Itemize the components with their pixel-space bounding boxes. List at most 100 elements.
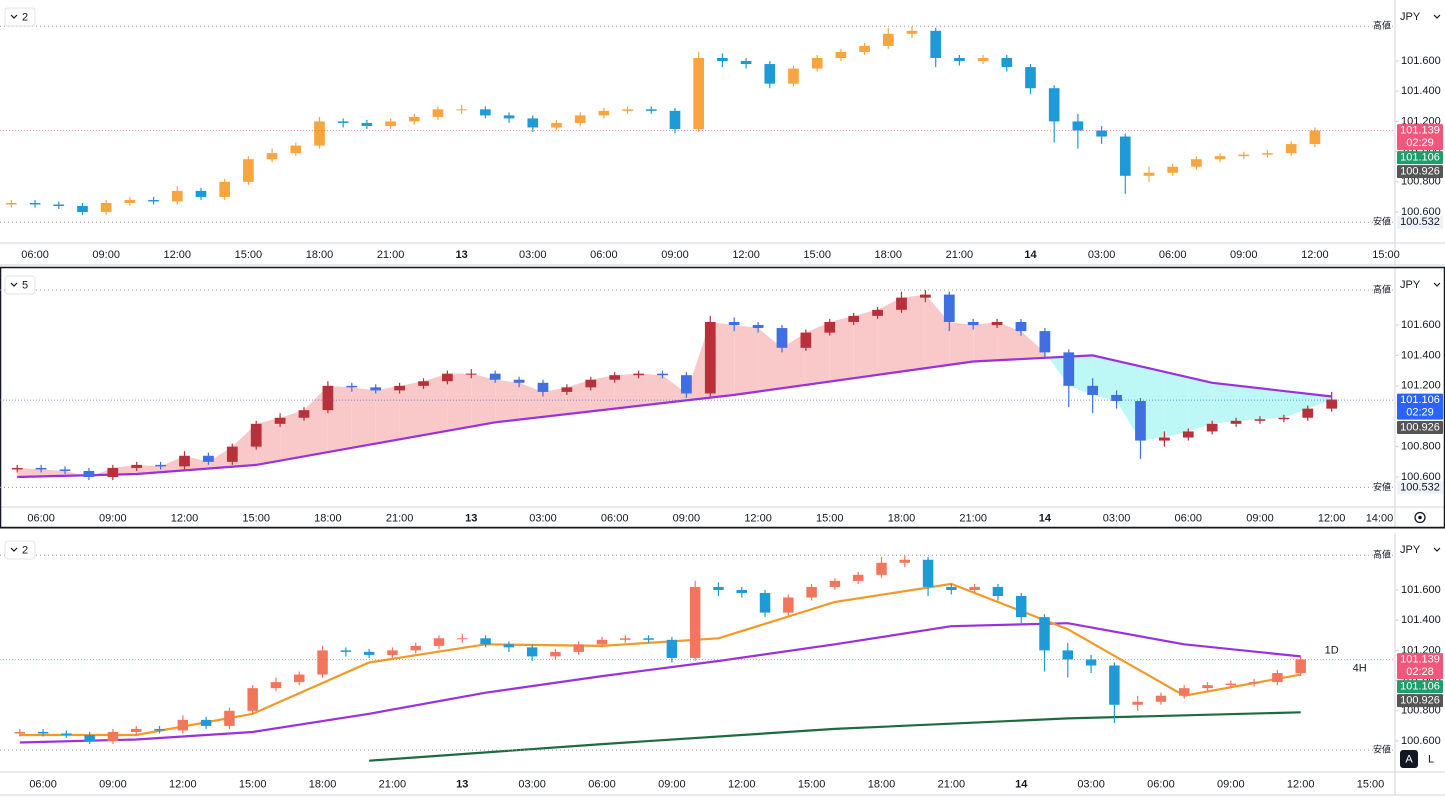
candle-body bbox=[442, 373, 453, 382]
candle-body bbox=[906, 30, 918, 34]
currency-button[interactable] bbox=[1397, 539, 1443, 561]
x-tick-label: 09:00 bbox=[1217, 778, 1245, 790]
x-tick-label: 09:00 bbox=[658, 778, 686, 790]
candle-body bbox=[1238, 154, 1250, 157]
moving-average-line bbox=[17, 354, 1332, 479]
candle-body bbox=[1302, 408, 1314, 418]
candle-body bbox=[598, 110, 610, 116]
candle-body bbox=[11, 467, 23, 470]
trend-fill bbox=[542, 387, 567, 417]
trend-fill bbox=[781, 332, 806, 389]
candle-body bbox=[1025, 67, 1036, 89]
candle-body bbox=[752, 325, 764, 329]
x-tick-label: 13 bbox=[465, 512, 477, 524]
candle-body bbox=[1278, 417, 1290, 420]
y-tick-label: 100.800 bbox=[1401, 705, 1441, 717]
trend-fill bbox=[805, 321, 830, 385]
candle-body bbox=[84, 734, 95, 742]
price-label-box bbox=[1397, 124, 1443, 151]
x-tick-label: 18:00 bbox=[309, 778, 337, 790]
candle-body bbox=[35, 467, 47, 470]
trend-fill bbox=[973, 321, 998, 362]
trend-fill bbox=[829, 315, 854, 382]
candle-body bbox=[6, 202, 17, 205]
candle-body bbox=[609, 375, 621, 380]
candle-body bbox=[179, 455, 190, 467]
candle-body bbox=[53, 204, 65, 206]
interval-button[interactable] bbox=[4, 7, 36, 27]
interval-button[interactable] bbox=[4, 540, 36, 560]
interval-button[interactable] bbox=[4, 275, 36, 295]
candle-body bbox=[226, 446, 238, 462]
candle-body bbox=[385, 121, 396, 126]
price-label-box bbox=[1397, 480, 1443, 494]
candle-body bbox=[1272, 673, 1283, 683]
chevron-icon bbox=[10, 282, 18, 287]
candle-body bbox=[1206, 423, 1218, 432]
y-tick-label: 100.600 bbox=[1401, 471, 1441, 483]
candle-body bbox=[1230, 420, 1242, 424]
x-tick-label: 12:00 bbox=[744, 512, 772, 524]
candle-body bbox=[203, 455, 214, 462]
trend-fill bbox=[1259, 388, 1284, 420]
price-label: 101.139 bbox=[1400, 654, 1440, 666]
candle-body bbox=[340, 650, 352, 652]
candle-body bbox=[776, 328, 788, 348]
reference-tag: 高値 bbox=[1373, 283, 1391, 294]
candle-body bbox=[806, 586, 817, 598]
candle-body bbox=[337, 121, 349, 123]
settings-icon[interactable] bbox=[1414, 511, 1426, 524]
price-label: 100.926 bbox=[1400, 695, 1440, 707]
x-tick-label: 06:00 bbox=[590, 249, 618, 261]
x-tick-label: 03:00 bbox=[518, 778, 546, 790]
x-tick-label: 09:00 bbox=[661, 249, 689, 261]
candle-body bbox=[1262, 153, 1273, 155]
candle-body bbox=[728, 321, 740, 326]
candle-body bbox=[977, 57, 989, 62]
candle-body bbox=[1072, 121, 1084, 131]
x-tick-label: 15:00 bbox=[1357, 778, 1385, 790]
candle-body bbox=[1062, 650, 1074, 660]
candle-body bbox=[946, 586, 957, 590]
x-tick-label: 18:00 bbox=[875, 249, 903, 261]
countdown-label: 02:28 bbox=[1406, 666, 1434, 678]
scale-button[interactable] bbox=[1422, 750, 1440, 768]
candle-body bbox=[177, 719, 189, 731]
candle-body bbox=[1015, 321, 1027, 332]
candle-body bbox=[882, 33, 894, 46]
currency-button[interactable] bbox=[1397, 6, 1443, 28]
candle-body bbox=[736, 589, 747, 593]
settings-icon-center bbox=[1418, 515, 1422, 520]
interval-label: 2 bbox=[22, 11, 28, 23]
x-tick-label: 15:00 bbox=[242, 512, 270, 524]
trend-fill bbox=[758, 328, 782, 392]
trend-fill bbox=[160, 455, 185, 473]
candle-body bbox=[1248, 682, 1260, 684]
trend-fill bbox=[1188, 377, 1213, 432]
price-label-box bbox=[1397, 653, 1443, 680]
currency-button[interactable] bbox=[1397, 274, 1443, 296]
x-tick-label: 21:00 bbox=[386, 512, 414, 524]
x-tick-label: 06:00 bbox=[1175, 512, 1203, 524]
candle-body bbox=[61, 733, 72, 735]
trend-fill bbox=[853, 309, 878, 379]
candle-body bbox=[29, 202, 41, 205]
x-tick-label: 15:00 bbox=[239, 778, 267, 790]
candle-body bbox=[1285, 144, 1297, 154]
candle-body bbox=[361, 122, 373, 126]
candle-body bbox=[387, 650, 398, 655]
candle-body bbox=[1111, 394, 1122, 402]
price-label: 101.139 bbox=[1400, 125, 1440, 137]
candle-body bbox=[250, 423, 262, 447]
scale-button[interactable] bbox=[1400, 750, 1418, 768]
trend-fill bbox=[399, 381, 424, 440]
candle-body bbox=[456, 109, 468, 111]
candle-body bbox=[835, 51, 847, 58]
x-tick-label: 09:00 bbox=[1246, 512, 1274, 524]
candle-body bbox=[764, 64, 776, 84]
candle-body bbox=[155, 464, 166, 467]
price-label: 100.532 bbox=[1400, 481, 1440, 493]
trend-fill bbox=[662, 375, 687, 404]
candle-body bbox=[224, 710, 235, 726]
candle-body bbox=[713, 586, 724, 590]
